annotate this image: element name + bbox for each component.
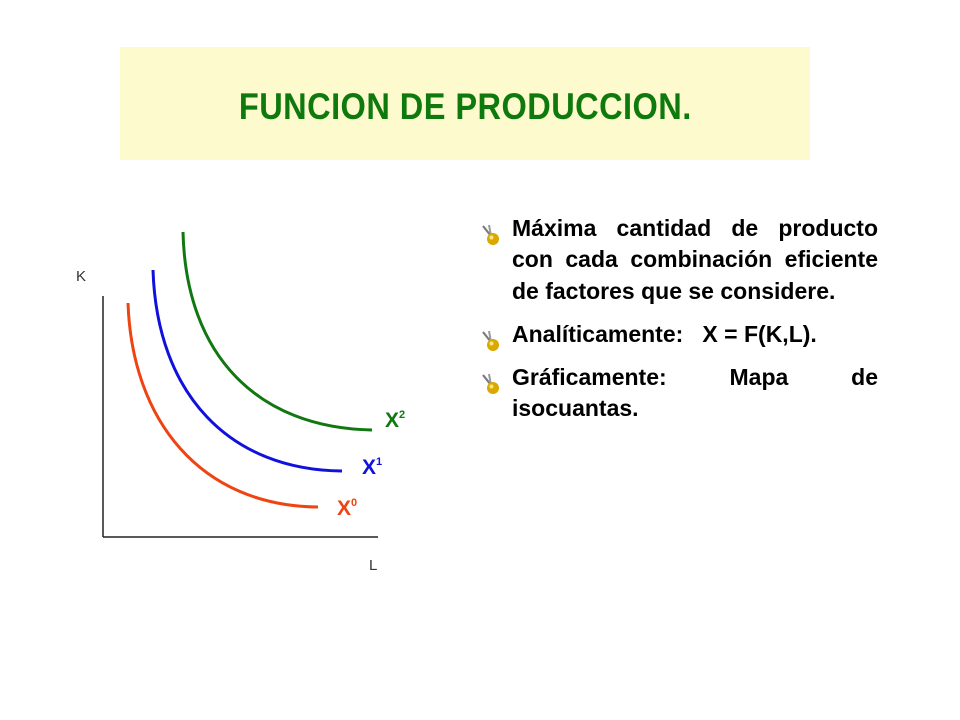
isoquant-x2 [181,231,373,432]
isoquant-x0 [126,302,319,509]
bullet-text: Analíticamente: X = F(K,L). [512,320,817,347]
bullet-text: Gráficamente: Mapa de isocuantas. [512,364,878,422]
bullet-item: Analíticamente: X = F(K,L). [478,319,878,351]
bullet-item: Gráficamente: Mapa de isocuantas. [478,362,878,425]
bullet-text: Máxima cantidad de producto con cada com… [512,215,878,304]
y-axis-label: K [76,268,86,285]
pushpin-icon [482,330,499,351]
isoquant-label-x1: X1 [362,456,382,479]
title-banner: FUNCION DE PRODUCCION. [120,47,810,160]
bullet-list: Máxima cantidad de producto con cada com… [478,213,878,437]
isoquant-x1 [151,269,343,473]
page-title: FUNCION DE PRODUCCION. [238,85,692,127]
x-axis-label: L [369,557,377,574]
pushpin-icon [482,373,499,395]
isoquant-label-x2: X2 [385,409,405,432]
isoquant-label-x0: X0 [337,497,357,520]
pushpin-icon [482,224,499,245]
bullet-item: Máxima cantidad de producto con cada com… [478,213,878,307]
